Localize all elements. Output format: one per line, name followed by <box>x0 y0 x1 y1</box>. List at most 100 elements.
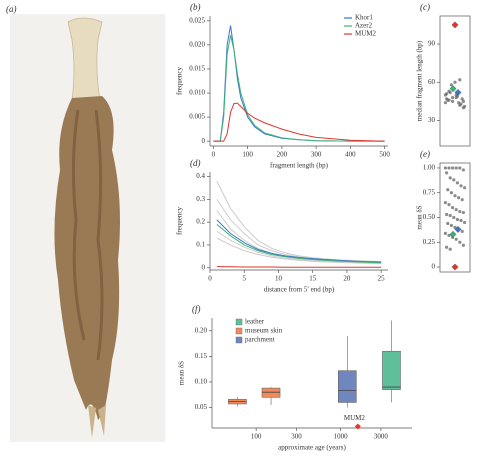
line <box>216 199 382 263</box>
panel: (b) 0 0.005 0.010 0.015 0.020 0.025 0 100 200 300 4… <box>176 2 391 170</box>
y-tick-label: 30 <box>428 116 436 124</box>
x-tick-label: 3000 <box>374 433 389 441</box>
y-axis-label: frequency <box>176 207 184 235</box>
panel: (f) 0.05 0.10 0.15 0.20 100 300 1000 3000 approxi… <box>178 304 412 452</box>
line <box>216 219 382 263</box>
point <box>455 217 459 222</box>
point <box>448 176 452 180</box>
point <box>451 263 459 271</box>
point <box>459 218 463 223</box>
line <box>213 102 385 142</box>
point <box>460 97 464 101</box>
point <box>460 229 464 233</box>
point <box>452 178 456 182</box>
point <box>443 201 447 205</box>
legend-swatch <box>235 318 243 326</box>
point <box>447 166 451 170</box>
y-tick-label: 0.020 <box>189 40 205 48</box>
point <box>454 237 458 241</box>
line <box>216 210 382 264</box>
point <box>457 101 461 105</box>
point <box>461 168 465 172</box>
legend-label: Khor1 <box>355 14 373 22</box>
point <box>461 243 465 247</box>
legend-label: Azer2 <box>355 22 373 30</box>
fur <box>54 96 120 420</box>
point <box>448 213 452 218</box>
y-tick-label: 90 <box>428 40 436 48</box>
box <box>382 350 401 390</box>
y-tick-label: 0.2 <box>196 218 205 226</box>
point <box>448 247 452 251</box>
point <box>453 194 457 198</box>
point <box>449 230 457 238</box>
point <box>445 212 449 217</box>
x-tick-label: 1000 <box>334 433 349 441</box>
point <box>454 95 458 100</box>
point <box>455 181 459 185</box>
point <box>447 203 451 207</box>
point <box>449 191 453 195</box>
x-tick-label: 200 <box>277 151 288 159</box>
legend-label: parchment <box>245 336 275 344</box>
point <box>459 184 463 188</box>
y-axis-label: mean δS <box>416 205 424 229</box>
point <box>453 80 457 84</box>
y-tick-label: 0.20 <box>195 326 208 334</box>
point <box>454 225 462 233</box>
x-tick-label: 300 <box>311 151 322 159</box>
panel-label: (a) <box>6 4 17 14</box>
point <box>458 209 462 214</box>
line <box>213 35 385 142</box>
y-tick-label: 0.1 <box>196 241 205 249</box>
legend-swatch <box>235 327 243 335</box>
x-tick-label: 15 <box>309 275 317 283</box>
y-tick-label: 0.15 <box>195 352 208 360</box>
line <box>216 266 382 268</box>
point <box>451 21 459 29</box>
y-tick-label: 1.00 <box>423 164 436 172</box>
x-axis-label: distance from 5′ end (bp) <box>264 286 335 294</box>
legend-label: museum skin <box>245 327 283 335</box>
y-tick-label: 0.3 <box>196 195 205 203</box>
x-tick-label: 0 <box>208 275 212 283</box>
y-axis-label: median fragment length (bp) <box>416 40 424 121</box>
y-tick-label: 0.50 <box>423 213 436 221</box>
y-tick-label: 0 <box>202 263 206 271</box>
legend-label: leather <box>245 318 265 326</box>
point <box>461 99 465 103</box>
point <box>449 223 453 228</box>
point <box>449 83 453 87</box>
y-axis-label: frequency <box>176 67 184 95</box>
line <box>216 237 382 265</box>
point <box>447 89 451 93</box>
y-tick-label: 0.005 <box>189 113 205 121</box>
box <box>261 387 281 398</box>
line <box>216 224 382 264</box>
panel: (e) 0 0.25 0.50 0.75 1.00 mean δS <box>416 149 471 273</box>
annotation-label: MUM2 <box>344 414 366 422</box>
frame <box>439 15 471 147</box>
point <box>446 188 450 192</box>
y-tick-label: 0.05 <box>195 403 208 411</box>
y-tick-label: 60 <box>428 78 436 86</box>
x-tick-label: 300 <box>291 433 302 441</box>
panel-label: (c) <box>420 2 430 12</box>
x-axis-label: approximate age (years) <box>278 444 346 452</box>
point <box>463 220 467 225</box>
point <box>458 240 462 244</box>
point <box>458 166 462 170</box>
point <box>461 106 465 110</box>
point <box>457 196 461 200</box>
photo <box>10 14 165 442</box>
legend-swatch <box>235 336 243 344</box>
panel-label: (e) <box>420 149 430 159</box>
point <box>451 95 455 100</box>
point <box>451 99 455 103</box>
point <box>443 166 447 170</box>
y-tick-label: 0.015 <box>189 65 205 73</box>
y-tick-label: 0 <box>432 263 436 271</box>
x-tick-label: 100 <box>242 151 253 159</box>
point <box>452 215 456 220</box>
y-tick-label: 0.10 <box>195 378 208 386</box>
